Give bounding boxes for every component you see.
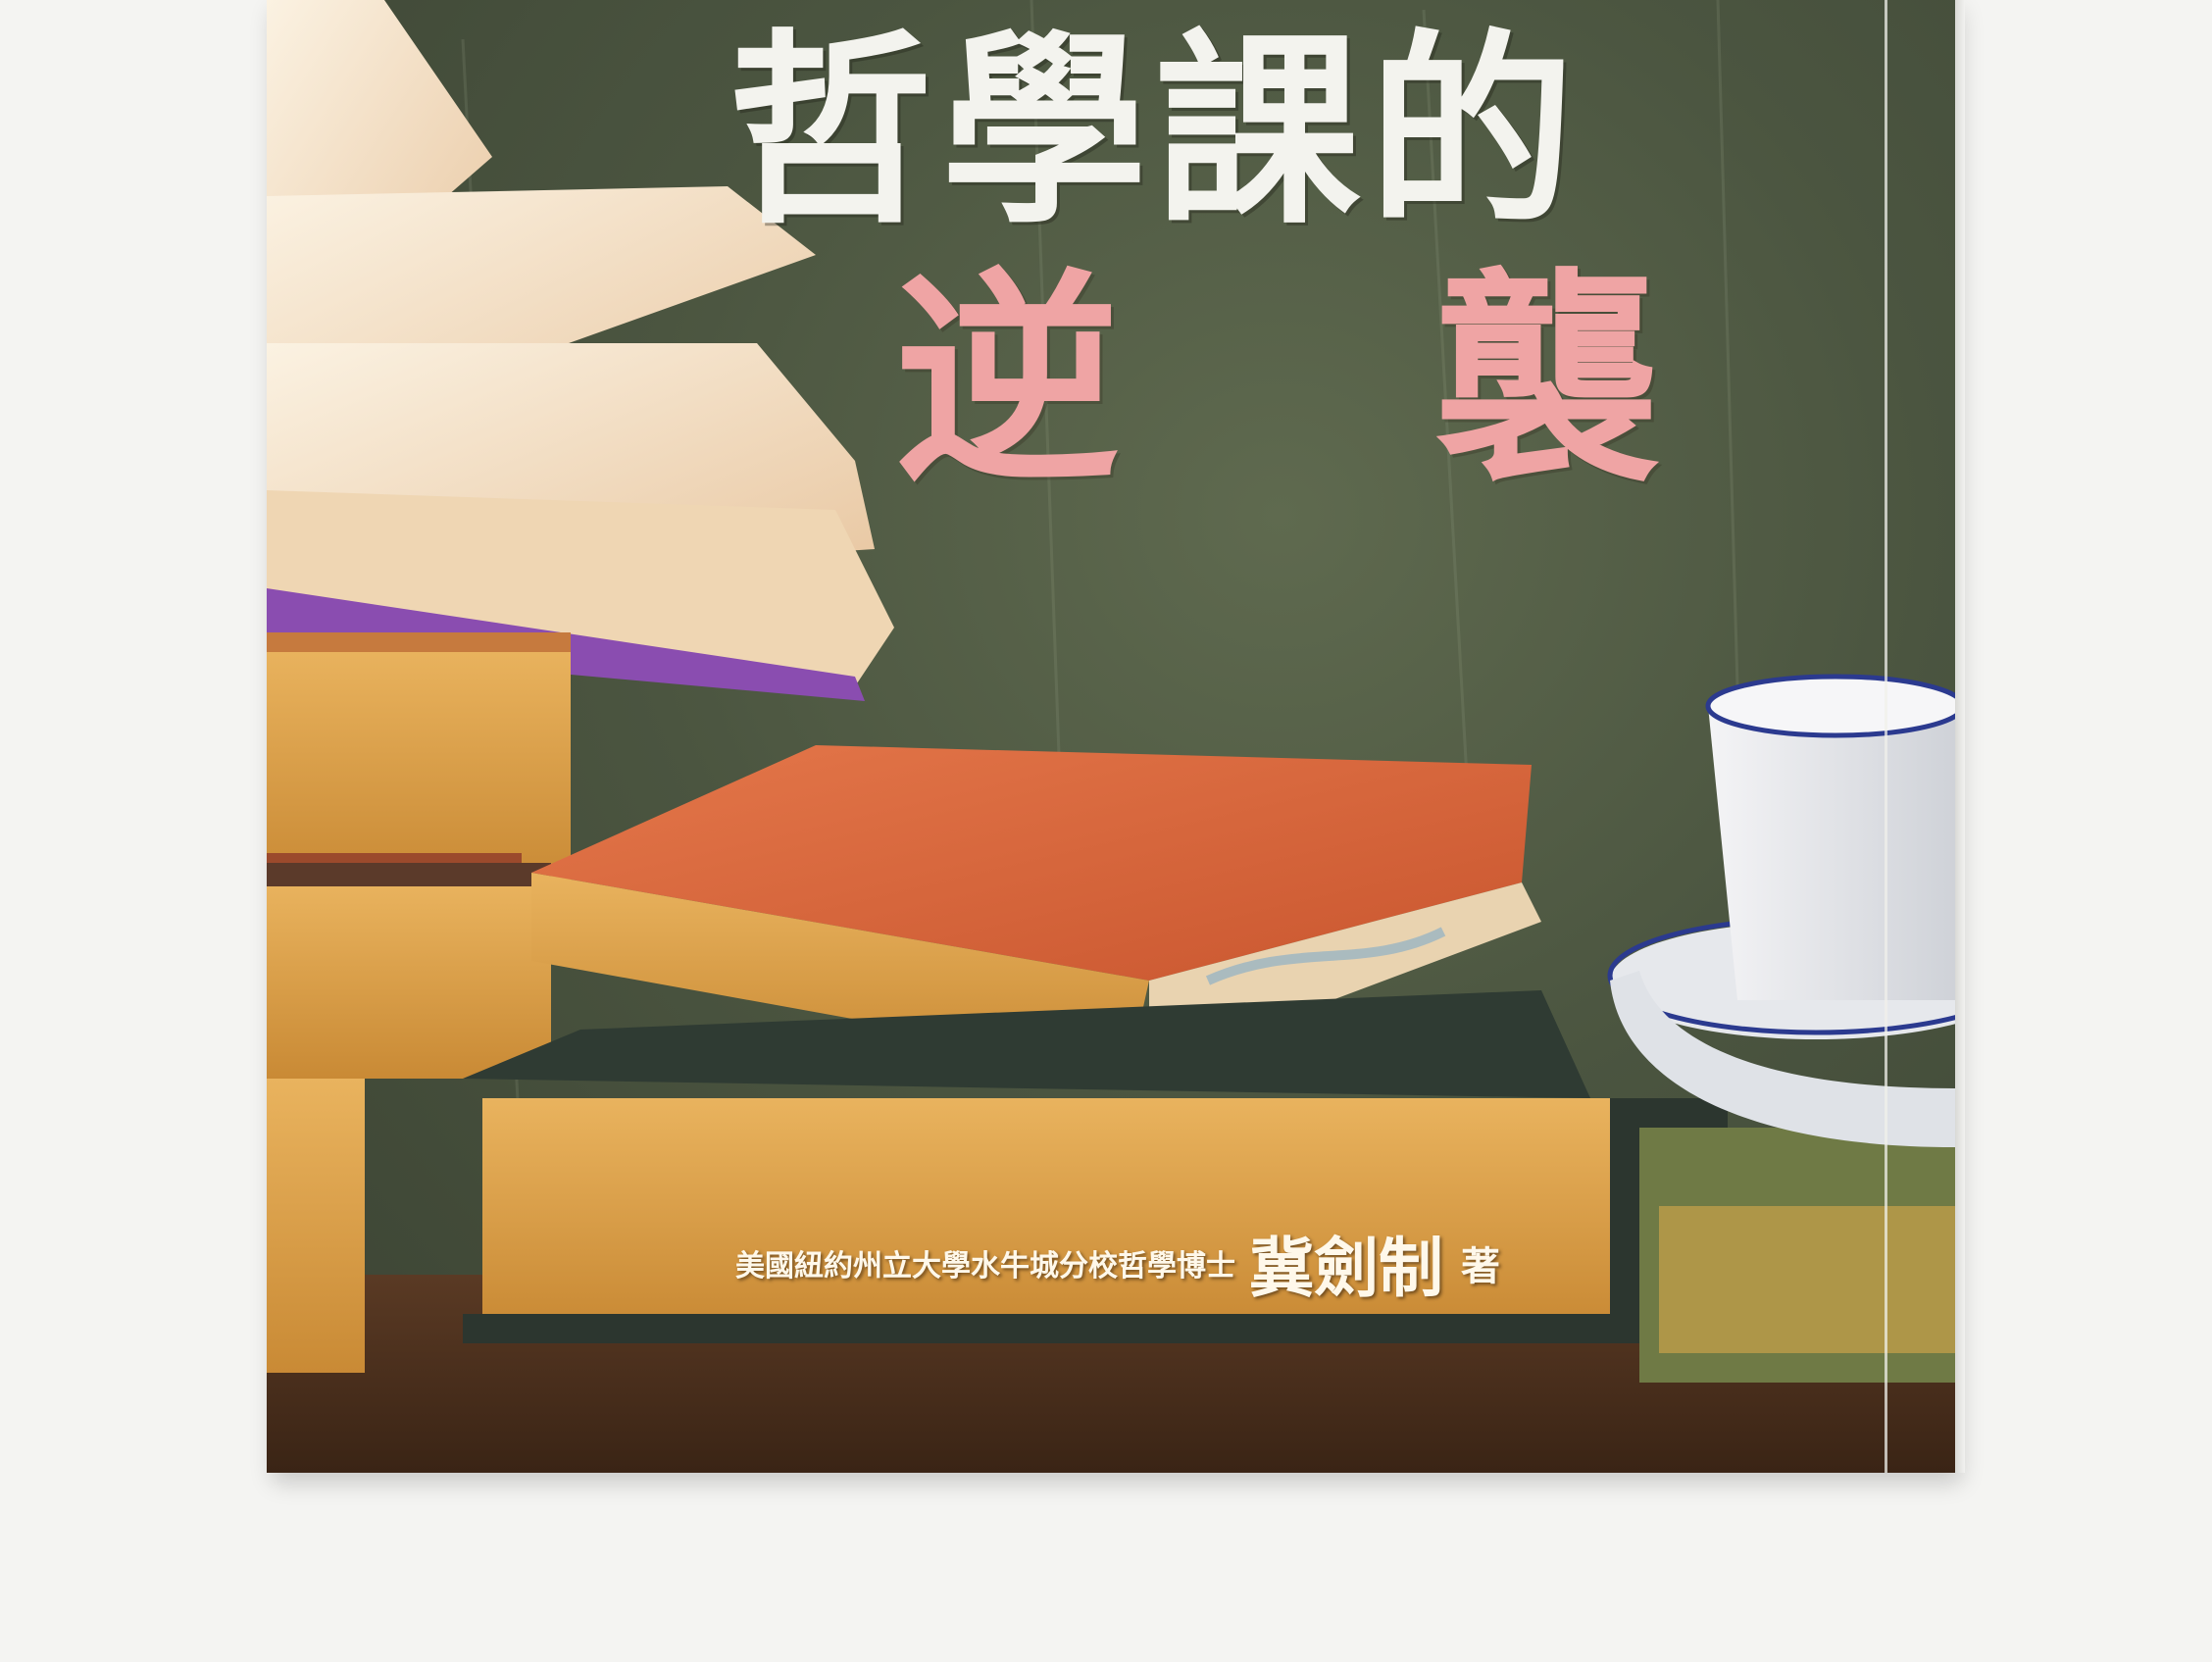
spine-fold-line: [1885, 0, 1887, 1473]
book-cover: 哲學課的 逆 襲 美國紐約州立大學水牛城分校哲學博士 冀劍制著: [267, 0, 1955, 1473]
author-name: 冀劍制: [1249, 1230, 1443, 1306]
book-title-line1: 哲學課的: [728, 12, 1584, 252]
author-credit: 美國紐約州立大學水牛城分校哲學博士 冀劍制著: [735, 1216, 1873, 1310]
right-book: [1639, 1128, 1955, 1383]
author-suffix: 著: [1461, 1243, 1500, 1289]
author-affiliation: 美國紐約州立大學水牛城分校哲學博士: [735, 1249, 1235, 1284]
cup-and-saucer: [1607, 674, 1955, 1147]
page-block-edge: [1955, 0, 1965, 1473]
book-title-line2: 逆 襲: [894, 248, 1778, 513]
left-book-stack: [267, 632, 571, 1373]
cover-illustration: [267, 0, 1955, 1473]
